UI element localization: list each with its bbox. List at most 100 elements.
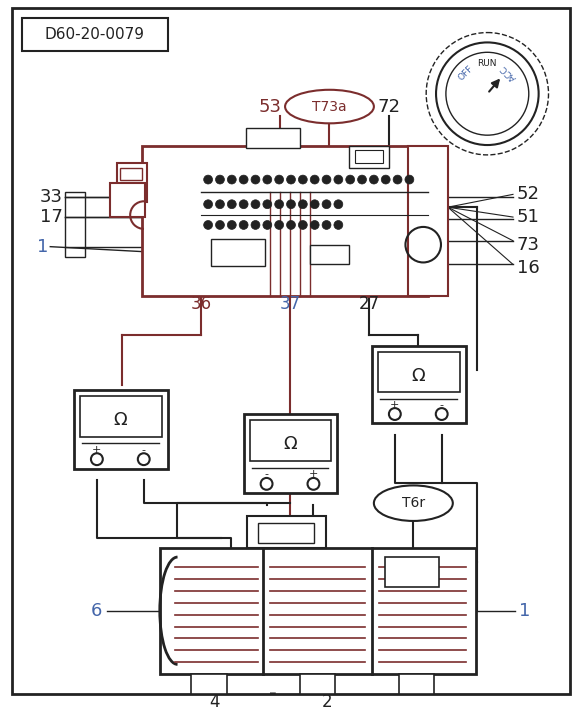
FancyBboxPatch shape	[191, 674, 227, 694]
Circle shape	[215, 200, 225, 208]
Text: 17: 17	[40, 208, 63, 226]
Circle shape	[263, 200, 272, 208]
FancyBboxPatch shape	[80, 395, 162, 437]
Circle shape	[239, 200, 248, 208]
Text: Ω: Ω	[411, 367, 425, 385]
Circle shape	[299, 175, 307, 184]
FancyBboxPatch shape	[409, 146, 448, 296]
FancyBboxPatch shape	[385, 557, 439, 587]
FancyBboxPatch shape	[74, 390, 168, 469]
Circle shape	[239, 175, 248, 184]
Text: D60-20-0079: D60-20-0079	[45, 27, 145, 42]
FancyBboxPatch shape	[211, 239, 265, 267]
Circle shape	[357, 175, 367, 184]
Text: 52: 52	[517, 186, 540, 203]
Text: 27: 27	[359, 295, 379, 313]
Circle shape	[310, 175, 319, 184]
Text: -: -	[142, 444, 146, 455]
FancyBboxPatch shape	[250, 420, 332, 461]
Text: 37: 37	[279, 295, 300, 313]
Circle shape	[251, 175, 260, 184]
Circle shape	[228, 200, 236, 208]
FancyBboxPatch shape	[22, 18, 168, 51]
Circle shape	[334, 175, 343, 184]
Ellipse shape	[285, 90, 374, 123]
Text: OFF: OFF	[457, 63, 475, 82]
Circle shape	[275, 175, 283, 184]
Circle shape	[239, 220, 248, 230]
Text: +: +	[390, 400, 399, 410]
Circle shape	[393, 175, 402, 184]
Text: +: +	[92, 444, 102, 455]
Text: +: +	[309, 469, 318, 479]
FancyBboxPatch shape	[349, 146, 389, 168]
Circle shape	[370, 175, 378, 184]
FancyBboxPatch shape	[399, 674, 434, 694]
Circle shape	[251, 220, 260, 230]
Circle shape	[405, 175, 414, 184]
Circle shape	[334, 220, 343, 230]
Circle shape	[204, 200, 212, 208]
Circle shape	[215, 175, 225, 184]
Circle shape	[215, 220, 225, 230]
Text: 53: 53	[259, 97, 282, 116]
Text: 4: 4	[209, 693, 219, 710]
FancyBboxPatch shape	[355, 150, 383, 163]
Text: ACC: ACC	[499, 63, 518, 82]
Circle shape	[286, 175, 296, 184]
Ellipse shape	[374, 486, 453, 521]
Circle shape	[322, 200, 331, 208]
FancyBboxPatch shape	[246, 128, 300, 148]
Circle shape	[346, 175, 354, 184]
Text: T73a: T73a	[312, 100, 347, 114]
Circle shape	[228, 220, 236, 230]
Circle shape	[263, 175, 272, 184]
Circle shape	[251, 200, 260, 208]
Circle shape	[204, 175, 212, 184]
Text: 33: 33	[40, 188, 63, 206]
FancyBboxPatch shape	[118, 163, 147, 202]
Circle shape	[263, 220, 272, 230]
Text: 16: 16	[517, 260, 540, 277]
Circle shape	[286, 200, 296, 208]
Text: Ω: Ω	[113, 411, 127, 429]
Text: 36: 36	[191, 295, 212, 313]
Circle shape	[286, 220, 296, 230]
Text: ¯: ¯	[268, 692, 278, 711]
FancyBboxPatch shape	[378, 352, 460, 392]
Circle shape	[275, 200, 283, 208]
FancyBboxPatch shape	[160, 547, 475, 674]
FancyBboxPatch shape	[310, 245, 349, 264]
Circle shape	[310, 220, 319, 230]
FancyBboxPatch shape	[142, 146, 428, 296]
Text: 1: 1	[519, 602, 530, 620]
FancyBboxPatch shape	[247, 516, 325, 547]
FancyBboxPatch shape	[12, 8, 570, 694]
Circle shape	[228, 175, 236, 184]
Text: 6: 6	[91, 602, 102, 620]
FancyBboxPatch shape	[111, 183, 145, 217]
Circle shape	[275, 220, 283, 230]
Text: 2: 2	[322, 693, 333, 710]
FancyBboxPatch shape	[258, 523, 314, 542]
Circle shape	[204, 220, 212, 230]
FancyBboxPatch shape	[244, 415, 338, 493]
Text: 73: 73	[517, 235, 540, 254]
Circle shape	[299, 200, 307, 208]
Text: 72: 72	[377, 97, 400, 116]
Circle shape	[322, 175, 331, 184]
Text: T6r: T6r	[402, 496, 425, 510]
Circle shape	[299, 220, 307, 230]
Text: 51: 51	[517, 208, 540, 226]
Circle shape	[334, 200, 343, 208]
Text: 1: 1	[37, 237, 48, 256]
Text: -: -	[265, 469, 268, 479]
FancyBboxPatch shape	[120, 168, 142, 180]
FancyBboxPatch shape	[300, 674, 335, 694]
Circle shape	[310, 200, 319, 208]
Circle shape	[381, 175, 390, 184]
Text: RUN: RUN	[478, 60, 497, 68]
Circle shape	[322, 220, 331, 230]
Text: -: -	[440, 400, 443, 410]
FancyBboxPatch shape	[372, 346, 466, 423]
